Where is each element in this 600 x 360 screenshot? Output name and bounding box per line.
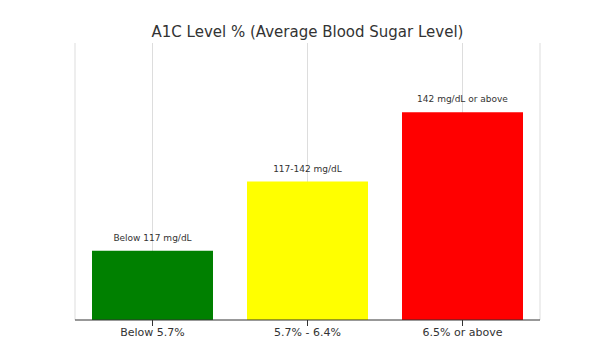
html-text:A1C Level % (Average Blood Sug: A1C Level % (Average Blood Sugar Level) [151,23,464,41]
svg-text:142 mg/dL or above: 142 mg/dL or above [417,94,508,104]
svg-text:5.7% - 6.4%: 5.7% - 6.4% [274,326,341,339]
svg-text:Below 5.7%: Below 5.7% [120,326,185,339]
svg-text:117-142 mg/dL: 117-142 mg/dL [273,164,342,174]
svg-text:Below 117 mg/dL: Below 117 mg/dL [113,233,191,243]
svg-text:6.5% or above: 6.5% or above [423,326,503,339]
